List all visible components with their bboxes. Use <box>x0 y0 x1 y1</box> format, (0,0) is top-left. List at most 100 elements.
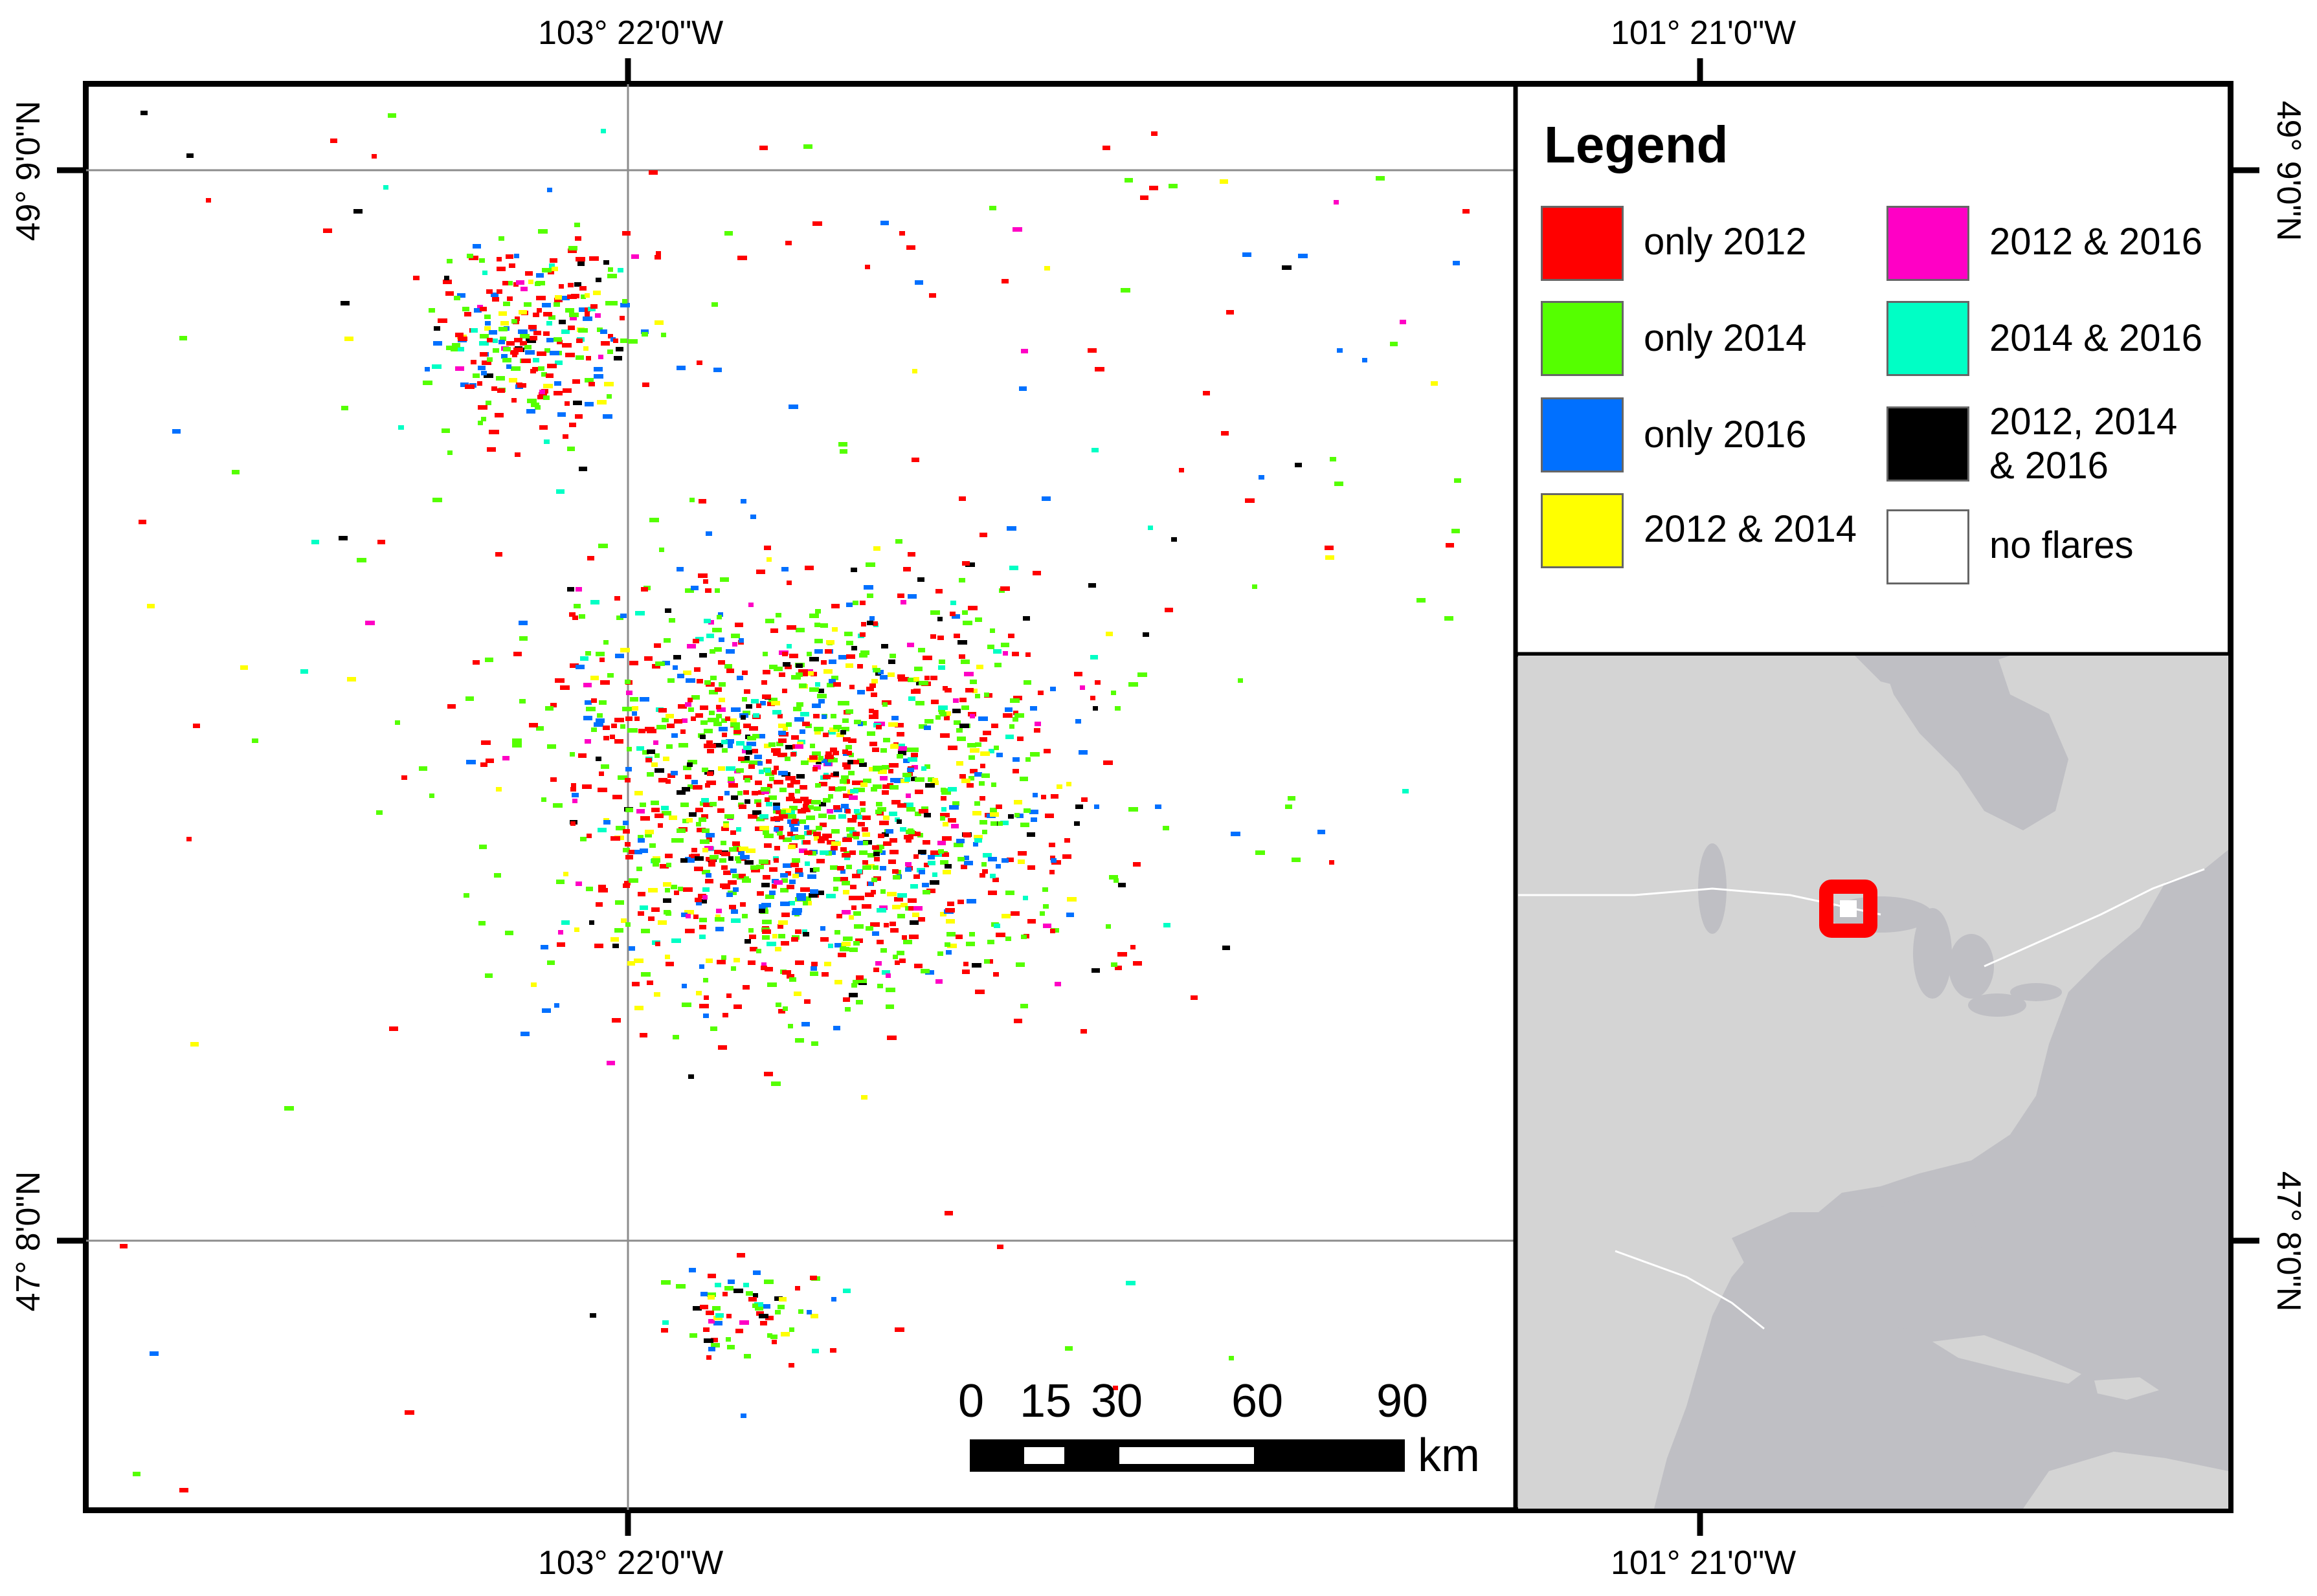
flare-point <box>859 841 868 845</box>
flare-point <box>631 728 638 733</box>
flare-point <box>850 789 858 793</box>
flare-point <box>610 937 619 942</box>
flare-point <box>765 768 770 773</box>
flare-point <box>765 967 773 971</box>
flare-point <box>688 1074 694 1079</box>
flare-point <box>481 417 486 421</box>
flare-point <box>709 711 715 715</box>
flare-point <box>952 614 960 619</box>
flare-point <box>756 803 761 807</box>
flare-point <box>853 832 860 836</box>
flare-point <box>961 705 969 710</box>
flare-point <box>1446 543 1454 548</box>
flare-point <box>842 727 849 731</box>
flare-point <box>655 320 664 325</box>
flare-point <box>574 223 580 227</box>
flare-point <box>638 911 644 916</box>
flare-point <box>869 709 874 713</box>
flare-point <box>706 873 711 878</box>
flare-point <box>879 821 889 825</box>
flare-point <box>590 676 599 680</box>
flare-point <box>842 910 851 914</box>
flare-point <box>432 364 442 369</box>
flare-point <box>603 260 609 265</box>
flare-point <box>655 814 664 818</box>
flare-point <box>515 316 520 321</box>
flare-point <box>747 736 756 740</box>
flare-point <box>994 924 1000 928</box>
flare-point <box>966 942 975 946</box>
flare-point <box>513 652 522 656</box>
flare-point <box>883 738 890 742</box>
flare-point <box>915 812 921 816</box>
flare-point <box>458 347 464 351</box>
flare-point <box>1095 367 1104 371</box>
flare-point <box>625 716 632 721</box>
flare-point <box>912 832 921 836</box>
flare-point <box>1285 804 1292 809</box>
flare-point <box>486 401 491 405</box>
flare-point <box>924 719 934 724</box>
flare-point <box>941 796 946 801</box>
flare-point <box>785 241 792 245</box>
flare-point <box>607 394 612 399</box>
flare-point <box>878 834 884 838</box>
flare-point <box>886 988 895 992</box>
flare-point <box>838 655 847 659</box>
flare-point <box>1008 634 1014 638</box>
flare-point <box>466 760 476 764</box>
flare-point <box>939 659 945 664</box>
flare-point <box>991 724 998 728</box>
flare-point <box>979 796 985 801</box>
flare-point <box>748 603 754 607</box>
flare-point <box>699 653 707 658</box>
flare-point <box>714 647 722 652</box>
flare-point <box>554 337 562 342</box>
flare-point <box>539 392 547 397</box>
flare-point <box>575 236 581 241</box>
flare-point <box>600 329 607 334</box>
flare-point <box>614 739 623 744</box>
flare-point <box>945 1211 953 1215</box>
flare-point <box>930 676 937 680</box>
flare-point <box>910 884 918 889</box>
flare-point <box>804 999 811 1004</box>
flare-point <box>1295 463 1302 467</box>
flare-point <box>827 840 835 845</box>
flare-point <box>627 961 635 966</box>
flare-point <box>979 781 985 786</box>
flare-point <box>585 651 591 656</box>
flare-point <box>519 310 527 315</box>
flare-point <box>751 699 759 704</box>
flare-point <box>1034 728 1040 733</box>
flare-point <box>748 814 757 819</box>
flare-point <box>762 935 770 940</box>
flare-point <box>754 799 761 804</box>
flare-point <box>1023 616 1030 621</box>
flare-point <box>718 766 725 771</box>
hudson-bay <box>1881 656 2068 830</box>
flare-point <box>597 713 603 718</box>
flare-point <box>471 328 478 333</box>
flare-point <box>789 793 794 797</box>
flare-point <box>928 777 934 782</box>
flare-point <box>576 881 582 886</box>
flare-point <box>821 660 827 665</box>
flare-point <box>645 830 654 834</box>
flare-point <box>993 972 999 977</box>
flare-point <box>521 359 531 363</box>
flare-point <box>520 341 527 346</box>
flare-point <box>685 929 695 933</box>
legend-label-2012-2014: 2012 & 2014 <box>1644 508 1857 550</box>
flare-point <box>1431 381 1438 386</box>
flare-point <box>975 742 981 747</box>
legend-title: Legend <box>1544 116 1729 173</box>
flare-point <box>814 730 821 735</box>
flare-point <box>722 733 727 737</box>
flare-point <box>700 705 708 710</box>
flare-point <box>516 280 524 285</box>
flare-point <box>542 1008 551 1013</box>
flare-point <box>640 905 648 910</box>
flare-point <box>733 1289 743 1293</box>
flare-point <box>550 351 559 355</box>
